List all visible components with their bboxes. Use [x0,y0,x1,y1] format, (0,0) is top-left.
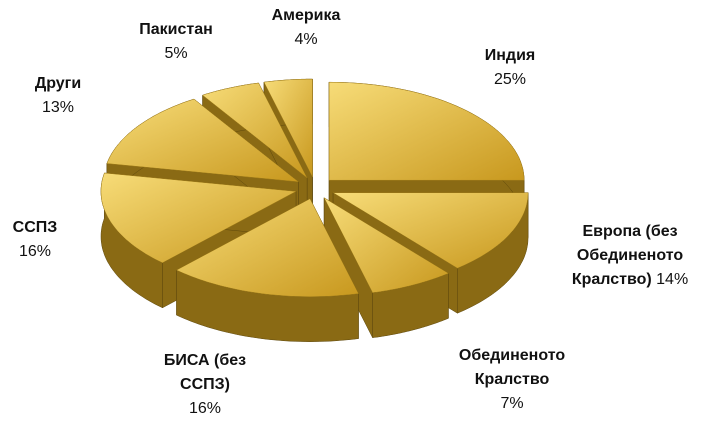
slice-label: Други 13% [18,72,98,120]
slice [323,197,449,293]
category-label: БИСА (без ССПЗ) [163,352,247,393]
value-label: 16% [18,243,52,260]
category-label: ССПЗ [12,219,58,236]
value-label: 13% [41,99,75,116]
slice [175,198,359,297]
category-label: Америка [271,7,341,24]
slice-label: ССПЗ 16% [0,216,75,264]
value-label: 5% [164,45,188,62]
slice [328,81,525,181]
slice [263,78,313,178]
category-label: Обединеното Кралство [458,347,566,388]
slice-label: БИСА (без ССПЗ) 16% [140,349,270,421]
slice-label: Индия 25% [435,44,585,92]
value-label: 16% [188,400,222,417]
value-label: 14% [656,271,689,288]
value-label: 4% [294,31,318,48]
slice-label: Америка 4% [256,4,356,52]
slice-label: Европа (без Обединеното Кралство) 14% [555,220,705,292]
slice [100,172,297,264]
slice [332,192,529,269]
slice [106,98,300,183]
value-label: 25% [493,71,527,88]
category-label: Индия [484,47,536,64]
category-label: Други [34,75,82,92]
value-label: 7% [500,395,524,412]
category-label: Пакистан [139,21,213,38]
slice-label: Обединеното Кралство 7% [437,344,587,416]
category-label: Европа (без Обединеното Кралство) [571,223,684,288]
slice-label: Пакистан 5% [126,18,226,66]
slice [202,82,308,179]
